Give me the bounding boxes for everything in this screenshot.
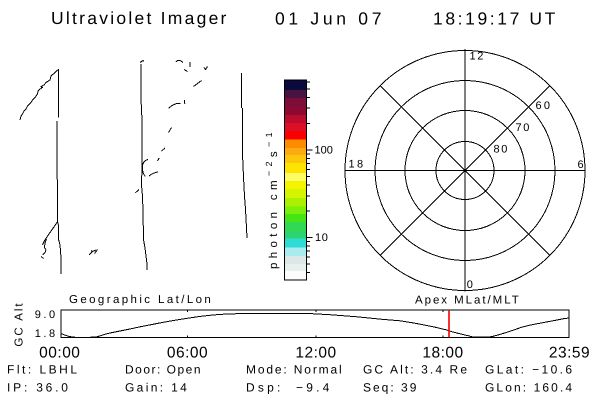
svg-text:Gain: 14: Gain: 14	[125, 380, 189, 394]
svg-text:00:00: 00:00	[39, 345, 80, 362]
svg-text:Geographic Lat/Lon: Geographic Lat/Lon	[69, 294, 213, 306]
svg-text:GC Alt: 3.4 Re: GC Alt: 3.4 Re	[363, 362, 469, 376]
svg-text:1.8: 1.8	[35, 328, 58, 340]
svg-text:Dsp:: Dsp:	[246, 380, 283, 394]
svg-text:12: 12	[470, 51, 485, 63]
svg-text:100: 100	[315, 145, 333, 157]
svg-text:70: 70	[516, 122, 531, 134]
svg-text:GLon: 160.4: GLon: 160.4	[485, 380, 574, 394]
svg-text:IP: 36.0: IP: 36.0	[7, 380, 71, 394]
svg-text:06:00: 06:00	[167, 345, 208, 362]
svg-text:80: 80	[494, 143, 509, 155]
svg-text:18:00: 18:00	[422, 345, 463, 362]
svg-text:Seq: 39: Seq: 39	[363, 380, 418, 394]
svg-text:Flt: LBHL: Flt: LBHL	[7, 362, 80, 376]
svg-text:GLat: −10.6: GLat: −10.6	[485, 362, 574, 376]
svg-text:Ultraviolet Imager: Ultraviolet Imager	[51, 8, 229, 28]
svg-text:Door: Open: Door: Open	[125, 362, 202, 376]
svg-text:GC Alt: GC Alt	[14, 301, 26, 346]
svg-text:−9.4: −9.4	[296, 380, 333, 394]
svg-text:60: 60	[536, 100, 553, 112]
svg-text:0: 0	[467, 279, 475, 291]
svg-text:Apex MLat/MLT: Apex MLat/MLT	[415, 295, 521, 307]
svg-text:6: 6	[578, 159, 586, 171]
svg-text:Mode: Normal: Mode: Normal	[246, 362, 344, 376]
svg-text:12:00: 12:00	[295, 345, 336, 362]
svg-text:23:59: 23:59	[549, 345, 590, 362]
svg-text:10: 10	[315, 232, 328, 244]
svg-text:18:19:17 UT: 18:19:17 UT	[433, 9, 558, 29]
svg-text:18: 18	[349, 158, 366, 170]
svg-text:9.0: 9.0	[35, 309, 58, 321]
svg-text:01 Jun 07: 01 Jun 07	[275, 9, 385, 29]
